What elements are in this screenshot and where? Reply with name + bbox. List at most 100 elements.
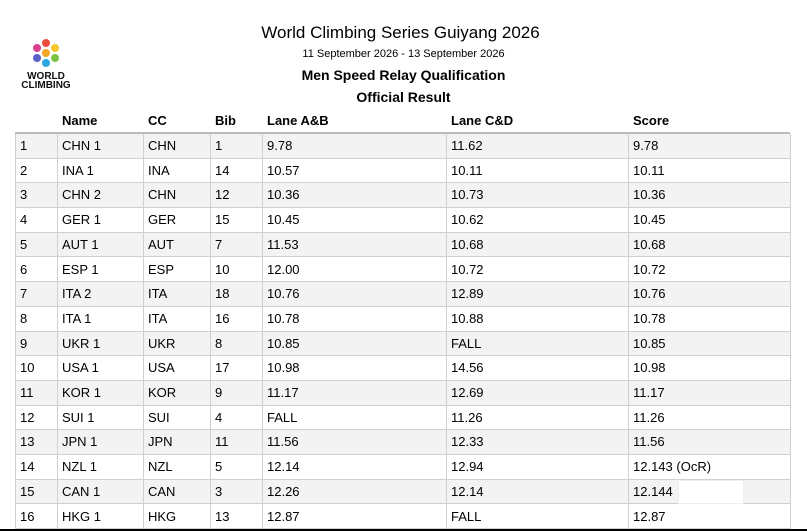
table-cell: 10.57: [267, 162, 300, 178]
table-cell: 11.17: [633, 385, 665, 400]
table-cell: NZL: [148, 459, 173, 475]
table-cell: 12.14: [267, 459, 300, 475]
table-cell: 12.89: [451, 286, 484, 302]
table-row: [15, 430, 790, 456]
table-cell: ITA: [148, 286, 168, 302]
table-cell: USA 1: [62, 360, 99, 376]
column-rule: [628, 134, 629, 530]
table-cell: NZL 1: [62, 459, 97, 475]
table-cell: FALL: [451, 508, 482, 524]
table-cell: 14: [20, 459, 35, 475]
table-cell: CAN 1: [62, 483, 101, 499]
table-cell: 2: [20, 162, 28, 178]
table-cell: 9: [215, 385, 223, 400]
table-cell: 10.73: [451, 187, 484, 203]
table-cell: 3: [20, 187, 28, 203]
column-rule: [57, 134, 58, 530]
table-cell: 11.26: [633, 409, 665, 425]
table-cell: 10.98: [633, 360, 666, 376]
table-cell: ITA: [148, 310, 168, 326]
column-rule: [446, 134, 447, 530]
column-rule: [210, 134, 211, 530]
table-cell: 11.26: [451, 409, 483, 425]
table-row: [15, 479, 790, 505]
table-cell: 14.56: [451, 360, 484, 376]
table-cell: 11.17: [267, 385, 299, 400]
bottom-rule: [0, 529, 807, 531]
table-row: [15, 504, 790, 530]
title: World Climbing Series Guiyang 2026: [261, 23, 540, 42]
table-cell: 10.85: [267, 335, 300, 351]
table-cell: 10.88: [451, 310, 484, 326]
table-row: [15, 455, 790, 480]
table-cell: 10.68: [633, 236, 666, 252]
table-cell: HKG 1: [62, 508, 102, 524]
redaction-box: [678, 480, 744, 504]
column-header: Name: [62, 113, 98, 128]
table-cell: 15: [20, 483, 35, 499]
column-header: Score: [633, 113, 670, 128]
table-cell: CHN 1: [62, 138, 102, 153]
table-cell: 9.78: [267, 138, 293, 153]
column-header: [15, 109, 57, 133]
table-cell: 4: [215, 409, 223, 425]
table-row: [15, 134, 790, 159]
table-cell: 16: [215, 310, 230, 326]
status: Official Result: [356, 89, 451, 105]
table-cell: 16: [20, 508, 35, 524]
table-cell: CAN: [148, 483, 176, 499]
table-cell: 9.78: [633, 138, 659, 153]
logo-line: CLIMBING: [21, 80, 71, 91]
column-header: CC: [148, 113, 167, 128]
table-cell: 12: [20, 409, 35, 425]
table-cell: 10.78: [267, 310, 300, 326]
table-cell: JPN 1: [62, 434, 98, 450]
table-cell: 7: [20, 286, 28, 302]
table-cell: GER 1: [62, 212, 102, 228]
table-cell: CHN 2: [62, 187, 102, 203]
dates: 11 September 2026 - 13 September 2026: [302, 48, 505, 60]
column-header: Bib: [215, 113, 236, 128]
table-cell: 4: [20, 212, 28, 228]
table-cell: 1: [215, 138, 223, 153]
table-cell: 18: [215, 286, 230, 302]
table-cell: 12.143 (OcR): [633, 459, 712, 475]
table-cell: UKR 1: [62, 335, 101, 351]
table-cell: 10.11: [451, 162, 483, 178]
table-cell: 10.45: [633, 212, 666, 228]
table-cell: FALL: [267, 409, 298, 425]
table-cell: ESP: [148, 261, 175, 277]
table-cell: 12.26: [267, 483, 300, 499]
table-cell: 11.62: [451, 138, 483, 153]
table-cell: 12.144: [633, 483, 673, 499]
table-cell: 12.33: [451, 434, 484, 450]
header-rule: [15, 132, 790, 134]
table-cell: 12.14: [451, 483, 484, 499]
logo-icon: [33, 39, 59, 67]
table-cell: 10.68: [451, 236, 484, 252]
table-cell: 11.56: [267, 434, 299, 450]
column-header: Lane C&D: [451, 113, 514, 128]
table-cell: HKG: [148, 508, 177, 524]
table-cell: 1: [20, 138, 28, 153]
table-cell: SUI 1: [62, 409, 95, 425]
table-row: [15, 356, 790, 381]
table-cell: ITA 2: [62, 286, 92, 302]
table-cell: ITA 1: [62, 310, 92, 326]
column-rule: [15, 134, 16, 530]
table-cell: 10.76: [633, 286, 666, 302]
table-cell: CHN: [148, 138, 177, 153]
table-cell: 10.72: [633, 261, 666, 277]
table-cell: 9: [20, 335, 28, 351]
table-cell: ESP 1: [62, 261, 99, 277]
table-cell: 15: [215, 212, 230, 228]
table-cell: 10.98: [267, 360, 300, 376]
table-cell: GER: [148, 212, 177, 228]
table-cell: AUT: [148, 236, 174, 252]
table-cell: 17: [215, 360, 230, 376]
table-cell: 12.00: [267, 261, 300, 277]
table-cell: 12.87: [633, 508, 666, 524]
table-row: [15, 158, 790, 184]
table-row: [15, 331, 790, 357]
